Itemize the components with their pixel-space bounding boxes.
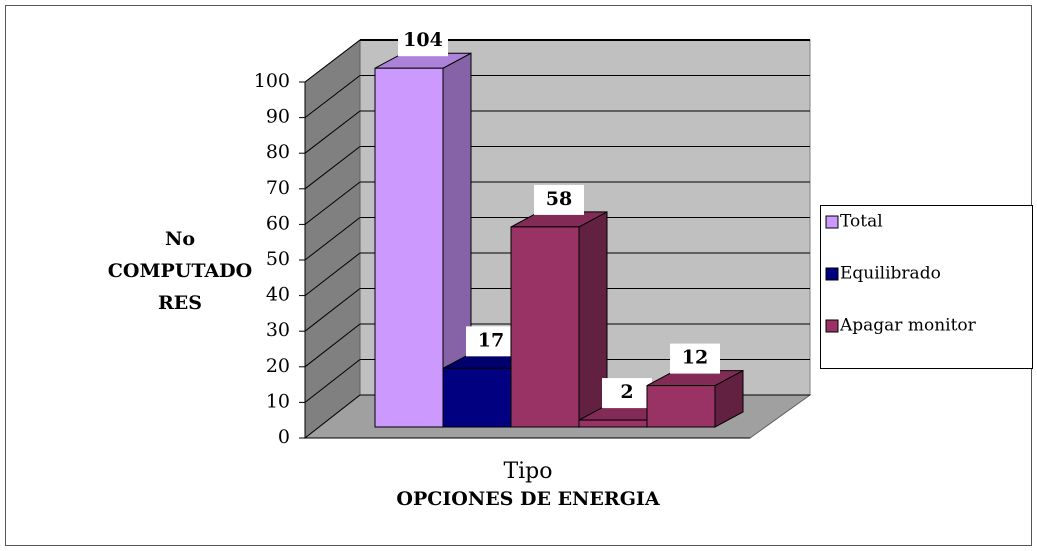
y-tick-label: 30	[266, 319, 290, 341]
data-label: 2	[620, 381, 633, 403]
data-label: 104	[403, 29, 443, 51]
y-tick-label: 100	[254, 70, 290, 92]
bar	[646, 385, 716, 428]
legend-swatch	[825, 319, 839, 333]
bars: 104 17 58 2 12	[374, 26, 744, 428]
grid-line	[304, 217, 361, 261]
grid-line	[304, 288, 361, 332]
y-tick-label: 60	[266, 212, 290, 234]
x-tick-label: Tipo	[503, 459, 552, 484]
bar-shade	[647, 370, 743, 386]
grid-line	[304, 181, 361, 225]
y-axis-title: COMPUTADO	[108, 260, 252, 282]
grid-line	[304, 323, 361, 368]
y-axis-title: No	[165, 228, 195, 250]
y-tick-label: 90	[266, 106, 290, 128]
bar	[374, 67, 444, 428]
grid-line	[304, 394, 361, 439]
legend-swatch	[825, 215, 839, 229]
grid-line	[304, 39, 361, 83]
bar	[510, 226, 580, 428]
y-tick-label: 70	[266, 177, 290, 199]
data-label-box	[602, 378, 652, 409]
bar-shade	[579, 211, 607, 427]
y-tick-label: 0	[278, 426, 290, 448]
x-axis-title: OPCIONES DE ENERGIA	[396, 488, 659, 510]
data-label: 58	[546, 188, 572, 210]
data-label-box	[534, 184, 584, 215]
data-label: 17	[478, 329, 504, 351]
legend-swatch	[825, 267, 839, 281]
bar-shade	[375, 53, 471, 69]
legend-label: Equilibrado	[840, 264, 941, 284]
bar	[578, 419, 648, 428]
grid-line	[304, 75, 361, 118]
bar-shade	[443, 53, 471, 427]
grid-line	[304, 146, 361, 190]
y-tick-label: 10	[266, 390, 290, 412]
grid-line	[304, 110, 361, 154]
bar	[442, 367, 512, 428]
data-label-box	[398, 26, 448, 57]
y-tick-label: 50	[266, 248, 290, 270]
y-tick-label: 80	[266, 141, 290, 163]
grid-line	[304, 252, 361, 296]
bar-shade	[511, 211, 607, 227]
data-label-box	[670, 343, 720, 374]
legend-label: Total	[840, 212, 883, 232]
data-label: 12	[682, 347, 708, 369]
y-axis-title: RES	[158, 292, 202, 314]
grid-line	[304, 359, 361, 403]
y-tick-label: 20	[266, 355, 290, 377]
data-label-box	[466, 326, 516, 357]
y-tick-label: 40	[266, 284, 290, 306]
legend-label: Apagar monitor	[839, 316, 977, 336]
legend	[820, 205, 1033, 369]
bar-shade	[715, 370, 743, 427]
